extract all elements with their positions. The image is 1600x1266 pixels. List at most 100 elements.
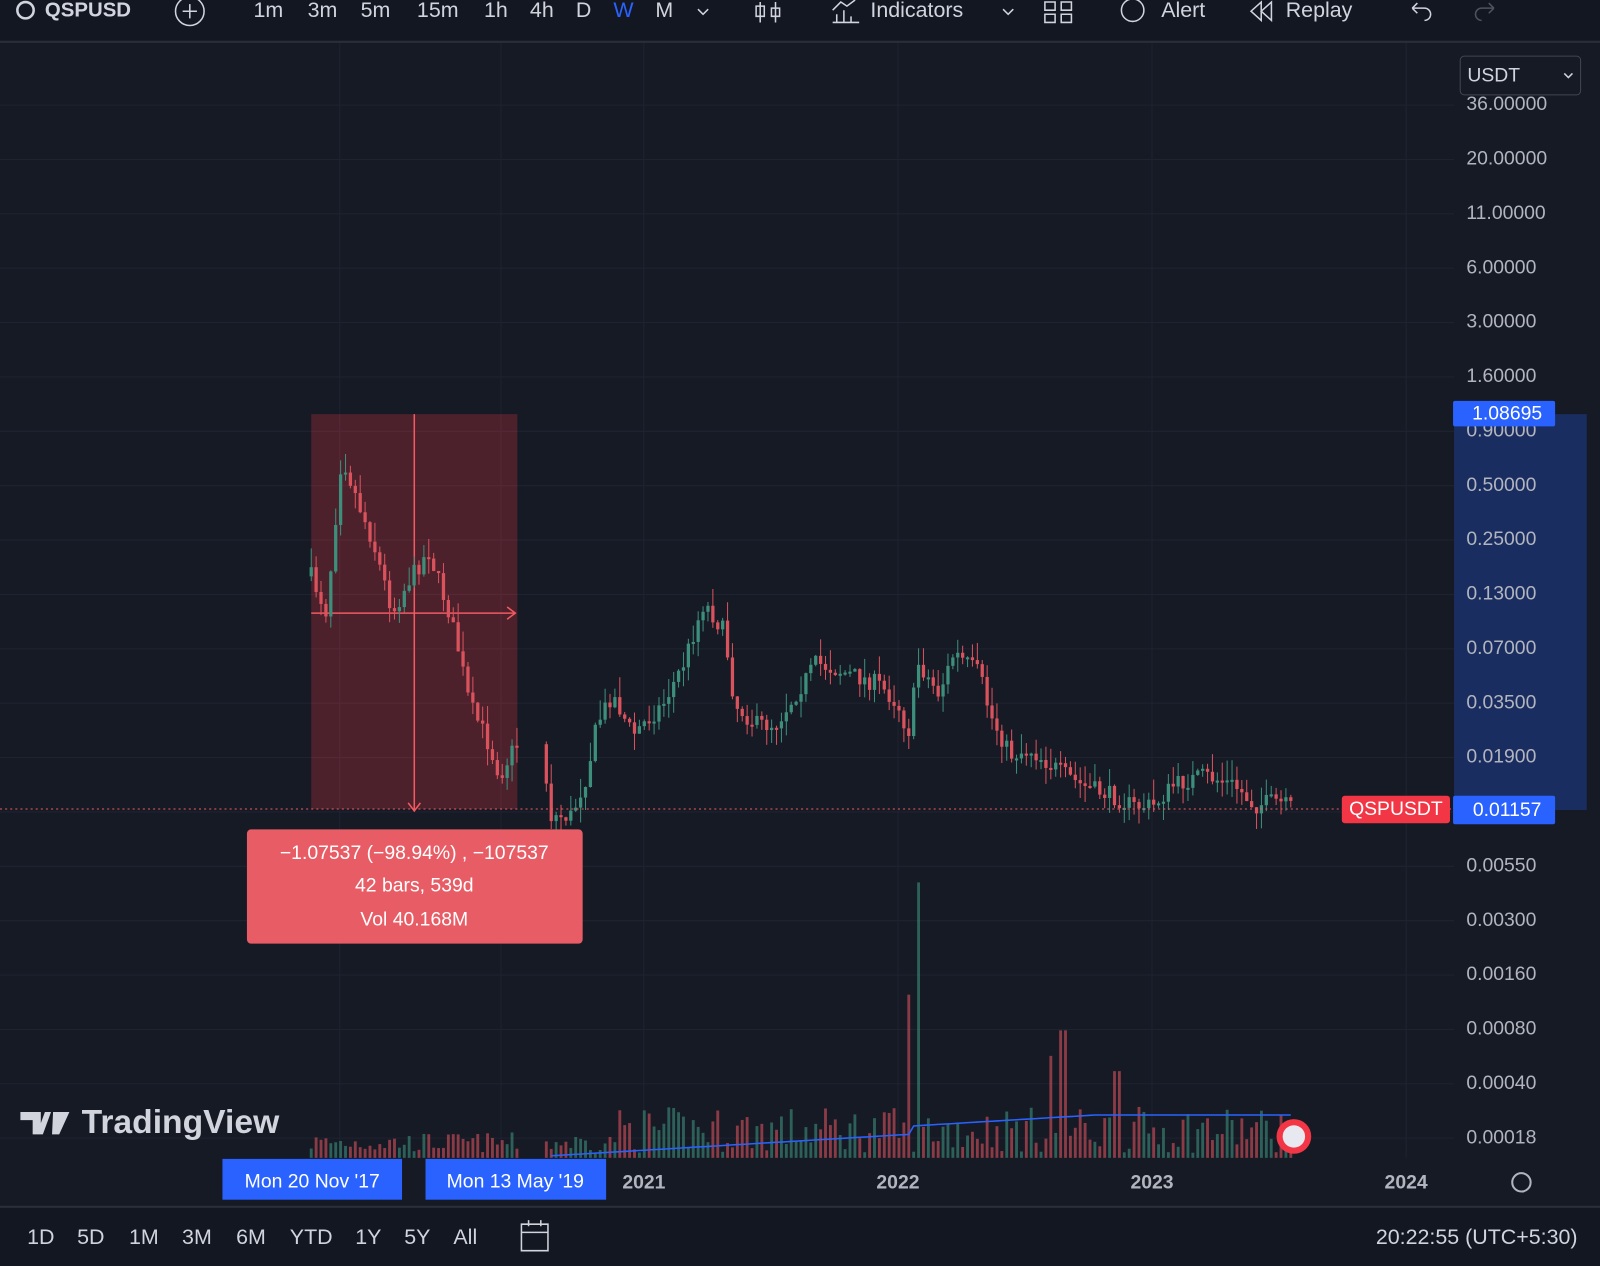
- year-label: 2024: [1385, 1171, 1428, 1193]
- volume-bar: [383, 1148, 387, 1158]
- interval[interactable]: D: [576, 0, 591, 22]
- currency-select[interactable]: [1459, 55, 1582, 96]
- volume-bar: [1093, 1141, 1097, 1158]
- range[interactable]: YTD: [290, 1225, 333, 1249]
- year-label: 2022: [876, 1171, 919, 1193]
- year-label: 2023: [1130, 1171, 1173, 1193]
- volume-bar: [1215, 1134, 1219, 1158]
- interval[interactable]: W: [613, 0, 634, 22]
- chart-type-icon[interactable]: [755, 2, 781, 23]
- volume-bar: [907, 994, 911, 1158]
- volume-bar: [750, 1148, 754, 1158]
- volume-bar: [990, 1147, 994, 1158]
- body: [897, 705, 901, 711]
- volume-bar: [1024, 1120, 1028, 1158]
- layout-icon[interactable]: [1044, 1, 1073, 24]
- body: [936, 685, 940, 697]
- range[interactable]: 1M: [129, 1225, 159, 1249]
- volume-bar: [686, 1147, 690, 1158]
- volume-bar: [329, 1143, 333, 1158]
- body: [1230, 779, 1234, 782]
- body: [348, 472, 353, 486]
- settings-icon[interactable]: [1511, 1172, 1532, 1193]
- volume-bar: [491, 1137, 494, 1158]
- body: [877, 673, 882, 681]
- volume-bar: [863, 1152, 867, 1158]
- body: [608, 702, 612, 708]
- volume-bar: [1240, 1118, 1244, 1158]
- interval[interactable]: 3m: [308, 0, 338, 22]
- price-label: 6.00000: [1466, 256, 1536, 278]
- price-label: 0.00080: [1466, 1018, 1536, 1040]
- volume-bar: [1147, 1133, 1151, 1158]
- volume-bar: [922, 1126, 925, 1158]
- volume-bar: [1059, 1030, 1063, 1158]
- body: [652, 721, 656, 724]
- interval[interactable]: 1h: [484, 0, 508, 22]
- volume-bar: [633, 1149, 636, 1158]
- volume-bar: [711, 1121, 715, 1158]
- interval[interactable]: 5m: [361, 0, 391, 22]
- volume-bar: [1171, 1143, 1175, 1158]
- body: [814, 655, 818, 665]
- body: [1176, 775, 1180, 787]
- price-label: 3.00000: [1466, 311, 1536, 333]
- volume-bar: [902, 1122, 906, 1158]
- volume-bar: [584, 1140, 587, 1158]
- body: [1152, 799, 1156, 805]
- range[interactable]: 6M: [236, 1225, 266, 1249]
- volume-bar: [760, 1123, 764, 1158]
- body: [329, 571, 333, 617]
- add-symbol[interactable]: [174, 0, 205, 27]
- volume-bar: [319, 1139, 323, 1158]
- range[interactable]: 5Y: [404, 1225, 430, 1249]
- volume-bar: [348, 1146, 352, 1158]
- alert-button[interactable]: Alert: [1161, 0, 1205, 22]
- indicators-button[interactable]: Indicators: [870, 0, 963, 22]
- volume-bar: [554, 1142, 558, 1158]
- redo-icon[interactable]: [1474, 2, 1495, 22]
- undo-icon[interactable]: [1411, 2, 1432, 22]
- alert-icon[interactable]: [1120, 0, 1145, 23]
- price-range-highlight: [1454, 414, 1587, 810]
- volume-bar: [1274, 1152, 1278, 1158]
- body: [892, 701, 896, 706]
- volume-bar: [1098, 1146, 1102, 1158]
- volume-bar: [995, 1126, 999, 1158]
- range[interactable]: 1D: [27, 1225, 54, 1249]
- range[interactable]: 1Y: [355, 1225, 381, 1249]
- volume-bar: [701, 1132, 705, 1158]
- body: [1049, 767, 1053, 770]
- body: [387, 580, 392, 609]
- indicators-icon[interactable]: [832, 0, 860, 24]
- interval[interactable]: 1m: [253, 0, 283, 22]
- replay-icon[interactable]: [1249, 0, 1273, 23]
- range[interactable]: 5D: [77, 1225, 104, 1249]
- interval[interactable]: 15m: [417, 0, 459, 22]
- replay-button[interactable]: Replay: [1286, 0, 1353, 22]
- volume-bar: [912, 1151, 916, 1158]
- body: [907, 728, 911, 737]
- body: [1010, 740, 1014, 759]
- range[interactable]: All: [453, 1225, 477, 1249]
- body: [970, 657, 975, 661]
- body: [711, 605, 715, 623]
- currency-text[interactable]: USDT: [1467, 65, 1520, 87]
- body: [1137, 802, 1141, 809]
- range[interactable]: 3M: [182, 1225, 212, 1249]
- volume-bar: [667, 1107, 671, 1158]
- symbol[interactable]: QSPUSD: [45, 0, 131, 22]
- body: [603, 702, 607, 720]
- body: [676, 670, 681, 682]
- body: [1245, 792, 1249, 802]
- date-range-icon[interactable]: [520, 1220, 549, 1252]
- grid: [0, 42, 1455, 1158]
- interval[interactable]: M: [655, 0, 673, 22]
- body: [1161, 801, 1166, 804]
- body: [956, 652, 960, 658]
- body: [1279, 798, 1283, 802]
- interval[interactable]: 4h: [530, 0, 554, 22]
- body: [833, 672, 837, 675]
- search-icon[interactable]: [16, 0, 35, 20]
- volume-bar: [1260, 1110, 1263, 1158]
